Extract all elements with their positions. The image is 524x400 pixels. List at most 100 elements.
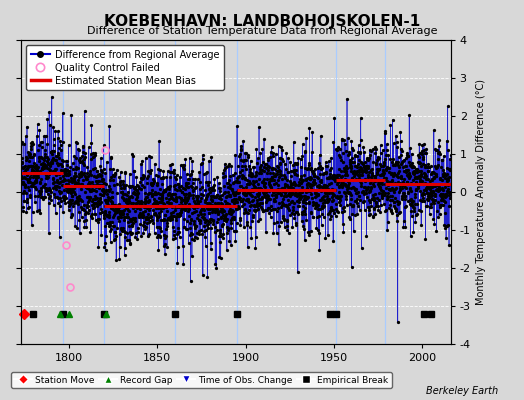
Point [289,178,298,185]
Point [188,194,196,201]
Point [425,195,433,202]
Point [176,174,184,180]
Point [361,207,369,213]
Point [152,212,160,218]
Point [304,162,313,168]
Point [269,198,278,204]
Point [173,231,181,237]
Point [441,175,450,181]
Point [162,226,170,232]
Point [330,187,338,194]
Point [357,165,365,171]
Point [416,197,424,203]
Point [25,186,34,193]
Point [370,196,378,203]
Point [241,206,249,212]
Point [424,193,432,199]
Point [356,137,365,144]
Point [355,166,364,173]
Point [183,197,192,203]
Point [247,202,255,208]
Point [399,179,407,186]
Point [344,135,352,142]
Point [210,204,219,210]
Point [441,210,449,216]
Point [24,184,32,190]
Point [364,212,373,218]
Point [327,213,335,220]
Point [391,185,400,191]
Point [134,190,143,196]
Point [284,155,292,162]
Text: Berkeley Earth: Berkeley Earth [425,386,498,396]
Point [134,182,143,189]
Point [102,196,111,203]
Point [443,222,451,229]
Point [63,170,72,176]
Point [276,172,285,179]
Point [272,193,280,199]
Point [266,183,274,189]
Point [231,203,239,209]
Point [406,232,414,239]
Point [256,196,265,202]
Point [362,167,370,173]
Point [421,176,430,182]
Point [167,204,176,210]
Point [148,180,157,186]
Point [84,180,92,187]
Point [50,148,58,155]
Point [174,229,182,235]
Point [160,212,169,218]
Point [320,214,328,220]
Point [49,168,58,174]
Point [344,184,352,190]
Point [57,147,66,153]
Point [279,195,287,202]
Point [403,198,412,204]
Point [405,171,413,178]
Point [420,141,428,148]
Point [345,157,354,163]
Point [121,244,129,251]
Point [23,199,31,206]
Point [159,199,167,206]
Point [321,184,329,190]
Point [233,220,241,226]
Point [105,222,113,229]
Point [253,160,261,166]
Point [217,196,225,202]
Point [337,183,345,189]
Point [303,194,312,201]
Point [337,135,346,142]
Point [340,190,348,196]
Point [403,179,412,185]
Point [241,163,249,169]
Point [273,208,281,214]
Point [38,196,47,202]
Point [388,197,397,204]
Point [119,197,128,203]
Point [194,212,202,218]
Point [70,173,78,179]
Point [225,237,234,244]
Point [96,163,104,170]
Point [18,179,26,186]
Point [217,200,225,206]
Point [67,190,75,196]
Point [390,198,399,205]
Point [213,218,221,225]
Point [182,226,191,232]
Point [263,197,271,203]
Point [300,172,308,178]
Point [313,203,321,210]
Point [51,166,59,172]
Point [138,158,146,164]
Point [68,211,77,217]
Point [93,216,102,222]
Point [401,155,410,162]
Point [215,230,224,237]
Point [357,183,366,189]
Point [282,166,290,172]
Point [258,186,267,193]
